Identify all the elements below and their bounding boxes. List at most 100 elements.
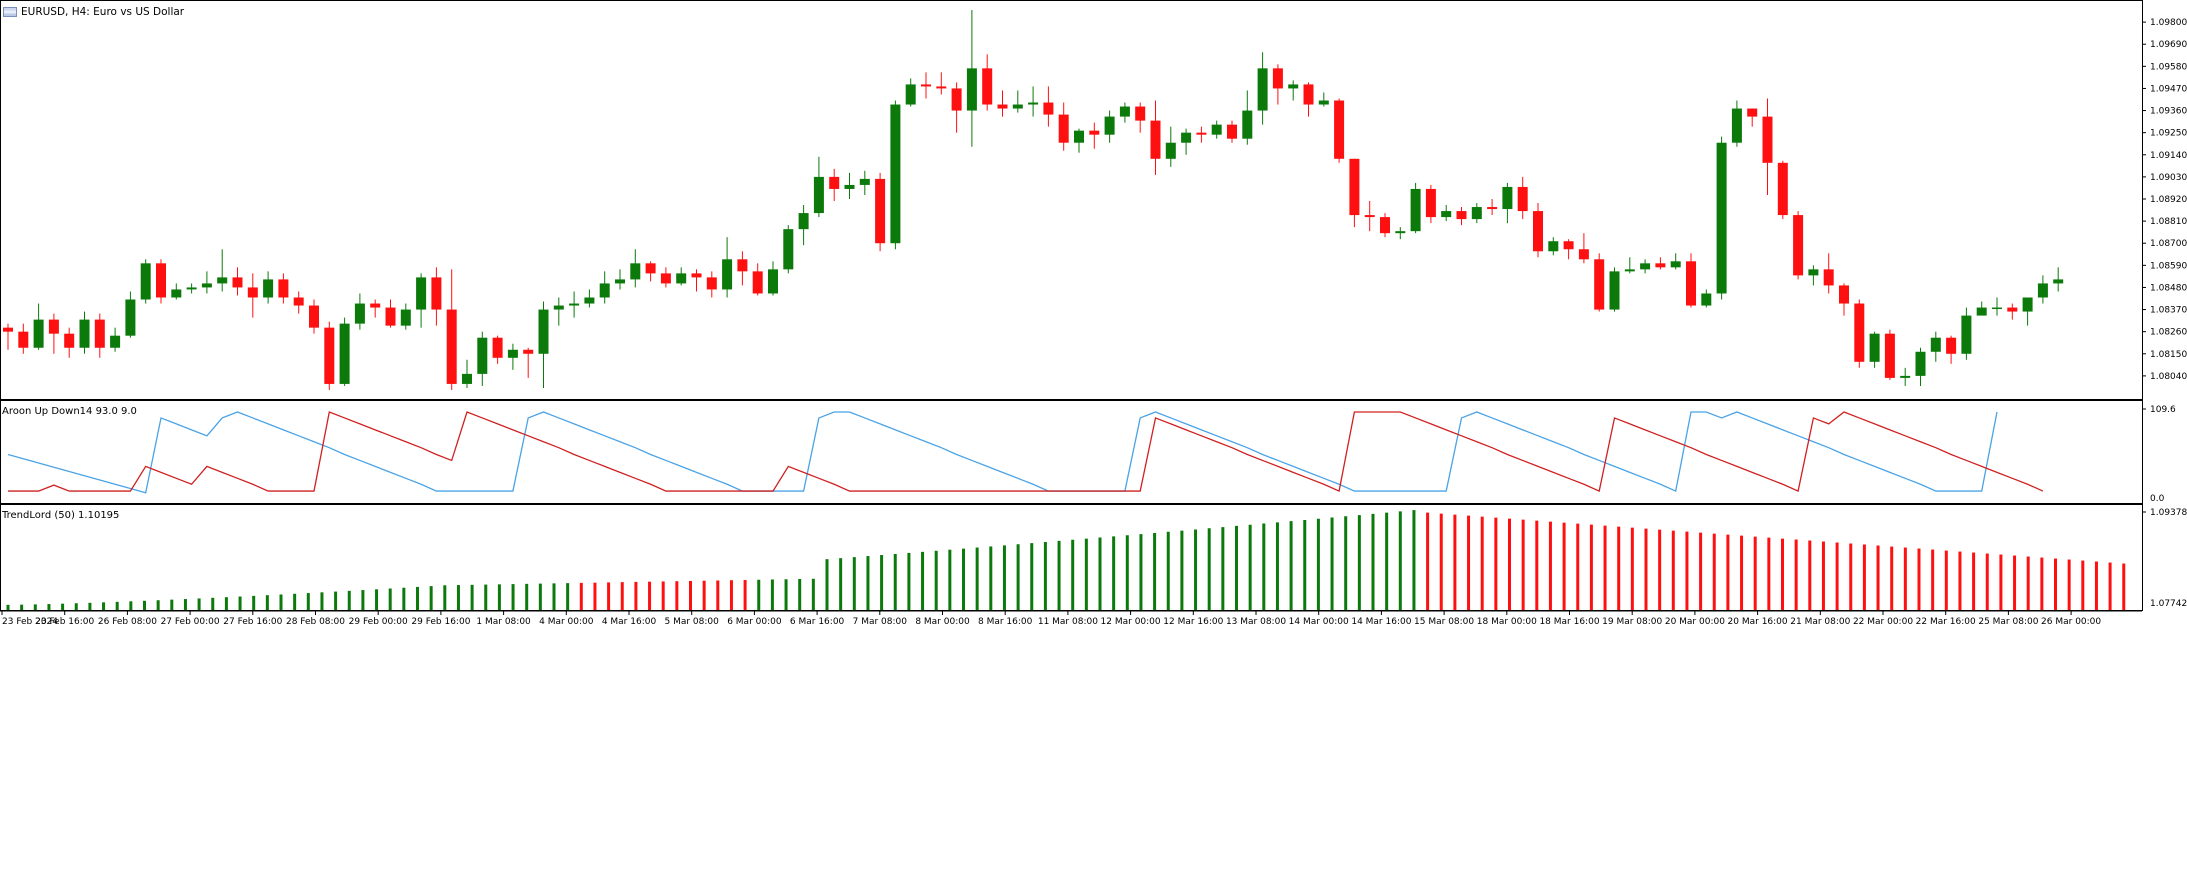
candle-body	[1043, 102, 1054, 115]
candle-body	[477, 337, 488, 374]
price-tick-label: 1.09030	[2150, 173, 2187, 183]
chart-symbol-title: EURUSD, H4: Euro vs US Dollar	[21, 6, 185, 18]
candle-body	[1196, 132, 1207, 135]
candle-body	[1150, 120, 1161, 159]
candle-body	[1227, 124, 1237, 139]
candle-body	[1762, 116, 1773, 163]
candle-body	[2007, 307, 2018, 312]
aroon-indicator-label: Aroon Up Down14 93.0 9.0	[2, 406, 137, 417]
candle-body	[186, 287, 197, 290]
candle-body	[1028, 102, 1039, 105]
candle-body	[538, 309, 549, 354]
candle-body	[1716, 142, 1727, 294]
price-tick-label: 1.09140	[2150, 151, 2187, 161]
candle-body	[492, 337, 503, 358]
trendlord-indicator-label: TrendLord (50) 1.10195	[2, 510, 120, 521]
time-tick-label: 11 Mar 08:00	[1038, 617, 1098, 627]
candle-body	[1119, 106, 1130, 117]
candle-body	[997, 104, 1008, 109]
candle-body	[1441, 211, 1452, 218]
candle-body	[232, 277, 243, 288]
time-tick-label: 20 Mar 16:00	[1728, 617, 1788, 627]
candle-body	[278, 279, 289, 298]
candle-body	[966, 68, 977, 111]
candle-body	[263, 279, 274, 298]
time-tick-label: 29 Feb 00:00	[349, 617, 408, 627]
time-tick-label: 14 Mar 16:00	[1351, 617, 1411, 627]
time-tick-label: 12 Mar 16:00	[1163, 617, 1223, 627]
candle-body	[645, 263, 656, 274]
candle-body	[813, 176, 824, 214]
candle-body	[1533, 211, 1543, 252]
time-tick-label: 26 Feb 08:00	[98, 617, 157, 627]
candle-body	[1670, 261, 1681, 268]
candle-body	[1242, 110, 1253, 139]
candle-body	[1563, 241, 1574, 250]
time-tick-label: 7 Mar 08:00	[853, 617, 908, 627]
price-tick-label: 1.09690	[2150, 40, 2187, 50]
candle-body	[829, 176, 840, 189]
symbol-flag-icon	[3, 7, 17, 17]
candle-body	[1471, 207, 1482, 220]
price-tick-label: 1.09360	[2150, 107, 2187, 117]
candle-body	[1257, 68, 1268, 111]
candle-body	[64, 333, 75, 348]
candle-body	[1594, 259, 1605, 310]
time-tick-label: 18 Mar 16:00	[1539, 617, 1599, 627]
candle-body	[385, 307, 396, 326]
candle-body	[1349, 158, 1360, 216]
candle-body	[676, 273, 687, 284]
candle-body	[1211, 124, 1222, 135]
time-tick-label: 22 Mar 16:00	[1916, 617, 1976, 627]
candle-body	[1165, 142, 1176, 159]
candle-body	[553, 305, 564, 310]
candle-body	[951, 88, 962, 111]
candle-body	[660, 273, 671, 284]
candle-body	[737, 259, 748, 272]
time-tick-label: 8 Mar 00:00	[915, 617, 970, 627]
time-tick-label: 18 Mar 00:00	[1477, 617, 1537, 627]
candle-body	[1303, 84, 1314, 105]
time-tick-label: 20 Mar 00:00	[1665, 617, 1725, 627]
candle-body	[1961, 315, 1972, 354]
price-tick-label: 1.08370	[2150, 306, 2187, 316]
candle-body	[1089, 130, 1100, 135]
time-tick-label: 14 Mar 00:00	[1289, 617, 1349, 627]
price-tick-label: 1.09470	[2150, 84, 2187, 94]
candle-body	[201, 283, 212, 288]
candle-body	[752, 271, 763, 294]
candle-body	[1854, 303, 1865, 362]
candle-body	[706, 277, 717, 290]
candle-body	[1930, 337, 1941, 352]
time-tick-label: 26 Mar 00:00	[2041, 617, 2101, 627]
time-tick-label: 1 Mar 08:00	[476, 617, 531, 627]
chart-title: EURUSD, H4: Euro vs US Dollar	[3, 5, 184, 19]
aroon-max-label: 109.6	[2150, 405, 2176, 415]
candle-body	[1808, 269, 1819, 276]
candle-body	[768, 269, 778, 294]
time-tick-label: 8 Mar 16:00	[978, 617, 1033, 627]
candle-body	[2022, 297, 2033, 312]
candle-body	[400, 309, 411, 326]
time-tick-label: 25 Mar 08:00	[1978, 617, 2038, 627]
candle-body	[1731, 108, 1742, 143]
candle-body	[1380, 217, 1390, 234]
time-tick-label: 6 Mar 00:00	[727, 617, 782, 627]
trend-min-label: 1.07742	[2150, 599, 2187, 609]
candle-body	[48, 319, 59, 334]
price-tick-label: 1.08260	[2150, 328, 2187, 338]
candle-body	[1839, 285, 1849, 304]
candle-body	[1915, 351, 1926, 376]
candle-body	[982, 68, 993, 105]
candle-body	[859, 178, 870, 185]
time-tick-label: 21 Mar 08:00	[1790, 617, 1850, 627]
candle-body	[156, 263, 166, 298]
candle-body	[217, 277, 228, 284]
candle-body	[110, 335, 121, 348]
candle-body	[1517, 186, 1528, 212]
candle-body	[890, 104, 901, 244]
candle-body	[1318, 100, 1329, 105]
candle-body	[691, 273, 702, 278]
candle-body	[1548, 241, 1559, 252]
